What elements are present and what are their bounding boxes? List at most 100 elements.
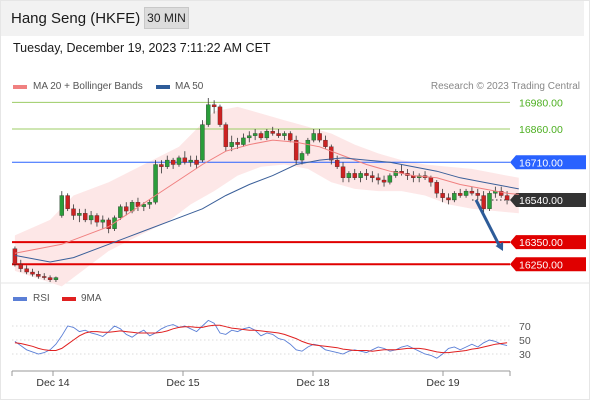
candle-body <box>288 133 293 141</box>
x-tick-label: Dec 14 <box>36 377 69 389</box>
chart-header <box>0 0 584 36</box>
candle-body <box>217 106 223 125</box>
level-tag-16250.00 <box>510 257 586 272</box>
candle-body <box>264 131 270 139</box>
timeframe-button[interactable]: 30 MIN <box>144 7 189 29</box>
candle-body <box>194 159 199 165</box>
candle-body <box>440 193 445 198</box>
candle-body <box>358 173 363 178</box>
level-tag-16350.00 <box>510 235 586 250</box>
candle-body <box>100 219 106 223</box>
candle-body <box>364 173 369 176</box>
rsi-9ma-line <box>14 324 508 354</box>
candle-body <box>42 276 47 278</box>
candle-body <box>258 133 264 139</box>
candle-body <box>36 274 41 277</box>
candle-body <box>329 146 334 161</box>
candle-body <box>18 264 23 269</box>
timestamp: Tuesday, December 19, 2023 7:11:22 AM CE… <box>13 41 271 55</box>
candle-body <box>393 171 398 176</box>
candle-body <box>159 164 164 167</box>
candle-body <box>65 195 70 209</box>
legend-swatch-9ma <box>62 297 76 301</box>
x-tick-label: Dec 15 <box>166 377 199 389</box>
level-tag-16710.00 <box>510 155 586 170</box>
level-label-16710.00: 16710.00 <box>519 157 563 169</box>
candle-body <box>77 213 82 216</box>
candle-body <box>463 190 469 196</box>
level-tag-16540.00 <box>510 192 586 207</box>
candle-body <box>182 157 188 163</box>
candle-body <box>88 215 94 221</box>
candle-body <box>499 190 504 196</box>
x-tick-label: Dec 19 <box>426 377 459 389</box>
candle-body <box>305 139 311 154</box>
level-label-16860.00: 16860.00 <box>519 124 563 136</box>
candle-body <box>504 195 510 201</box>
candle-body <box>276 133 281 136</box>
candle-body <box>235 142 240 145</box>
candle-body <box>176 157 182 165</box>
x-tick-label: Dec 18 <box>296 377 329 389</box>
candle-body <box>252 133 258 136</box>
rsi-tick-label: 30 <box>519 349 531 361</box>
candle-body <box>94 215 100 223</box>
candle-body <box>452 193 457 201</box>
instrument-title: Hang Seng (HKFE) <box>11 10 141 27</box>
candle-body <box>12 248 18 265</box>
level-label-16540.00: 16540.00 <box>519 195 563 207</box>
candle-body <box>299 153 305 161</box>
candle-body <box>118 206 123 218</box>
candle-body <box>229 142 234 147</box>
legend-swatch-ma50 <box>156 85 170 89</box>
level-label-16350.00: 16350.00 <box>519 237 563 249</box>
candle-body <box>346 173 352 178</box>
candle-body <box>375 177 381 181</box>
candle-body <box>211 104 217 108</box>
candle-body <box>206 104 211 125</box>
candle-body <box>487 193 492 209</box>
candle-body <box>270 131 275 134</box>
candle-body <box>370 175 375 178</box>
candle-body <box>323 139 328 147</box>
level-label-16250.00: 16250.00 <box>519 259 563 271</box>
candle-body <box>188 159 193 163</box>
ma50-line <box>14 157 519 263</box>
candle-body <box>481 195 486 209</box>
candle-body <box>200 124 205 161</box>
candle-body <box>381 179 387 183</box>
candle-body <box>282 133 287 136</box>
legend-ma20-bb: MA 20 + Bollinger Bands <box>33 81 143 92</box>
candle-body <box>340 166 346 178</box>
candle-body <box>223 124 229 147</box>
level-label-16980.00: 16980.00 <box>519 97 563 109</box>
candle-body <box>469 190 475 194</box>
rsi-line <box>14 319 508 359</box>
candle-body <box>247 135 252 139</box>
forecast-arrow-head <box>495 241 504 251</box>
research-credit: Research © 2023 Trading Central <box>430 81 580 92</box>
candle-body <box>141 204 147 207</box>
rsi-tick-label: 50 <box>519 335 531 347</box>
candle-body <box>317 133 322 141</box>
candle-body <box>147 202 152 205</box>
candle-body <box>165 159 170 167</box>
candle-body <box>334 159 340 167</box>
legend-swatch-rsi <box>13 297 27 301</box>
legend-9ma: 9MA <box>81 293 102 304</box>
candle-body <box>71 208 76 216</box>
candle-body <box>30 271 35 275</box>
candle-body <box>446 197 451 201</box>
legend-rsi: RSI <box>33 293 50 304</box>
candle-body <box>457 193 463 196</box>
candle-body <box>241 137 246 145</box>
candle-body <box>124 206 129 212</box>
bollinger-band-fill <box>14 106 519 287</box>
candle-body <box>53 277 59 280</box>
candle-body <box>434 182 439 194</box>
candle-body <box>352 173 357 178</box>
candle-body <box>153 164 158 203</box>
legend-ma50: MA 50 <box>175 81 204 92</box>
candle-body <box>311 133 316 141</box>
